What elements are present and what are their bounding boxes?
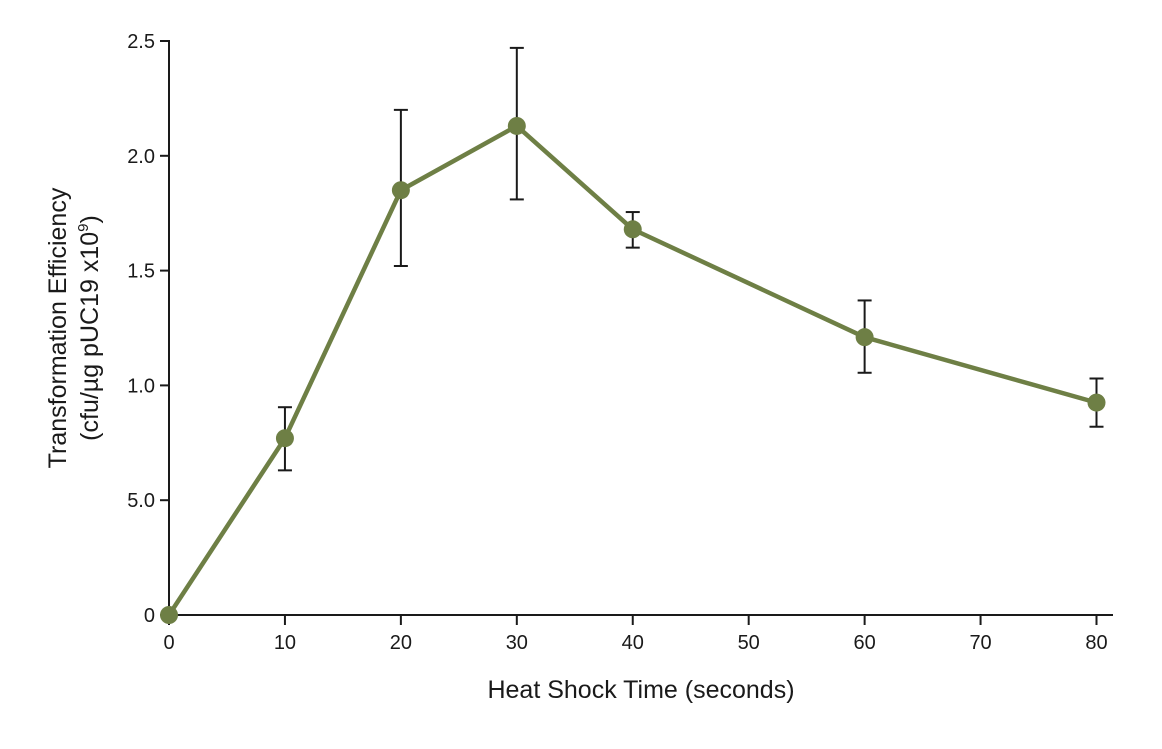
y-tick-label: 5.0	[127, 490, 155, 512]
y-axis-title: Transformation Efficiency (cfu/µg pUC19 …	[44, 187, 104, 468]
y-tick-label: 0	[144, 605, 155, 627]
series	[160, 116, 1106, 624]
data-point	[160, 606, 178, 624]
axis-titles: Heat Shock Time (seconds) Transformation…	[44, 187, 795, 704]
axes	[168, 40, 1113, 616]
data-point	[275, 429, 294, 448]
x-tick-label: 20	[390, 632, 412, 654]
data-point	[1087, 393, 1106, 412]
x-tick-label: 70	[969, 632, 991, 654]
error-bars	[277, 46, 1104, 472]
data-point	[623, 220, 642, 239]
y-axis-title-exponent: 9	[75, 224, 92, 232]
x-tick-label: 30	[506, 632, 528, 654]
data-point	[507, 116, 526, 135]
y-tick-label: 2.5	[127, 31, 155, 53]
x-tick-label: 60	[854, 632, 876, 654]
x-tick-label: 50	[738, 632, 760, 654]
x-tick-label: 40	[622, 632, 644, 654]
y-axis-title-line-1: Transformation Efficiency	[44, 187, 72, 468]
data-point	[391, 181, 410, 200]
y-axis-title-unit: (cfu/µg pUC19 x10	[76, 232, 104, 441]
y-axis-title-line-2: (cfu/µg pUC19 x109)	[75, 215, 104, 441]
x-tick-label: 0	[163, 632, 174, 654]
series-line	[166, 123, 1099, 618]
y-tick-label: 1.0	[127, 375, 155, 397]
y-axis-title-close: )	[76, 215, 104, 223]
x-tick-label: 80	[1085, 632, 1107, 654]
x-axis-title: Heat Shock Time (seconds)	[487, 676, 794, 704]
data-point	[855, 328, 874, 347]
ticks: 0 5.0 1.0 1.5 2.0 2.5 0 10 20 30 40 50 60 70 80	[127, 31, 1107, 654]
y-tick-label: 1.5	[127, 261, 155, 283]
y-tick-label: 2.0	[127, 146, 155, 168]
x-tick-label: 10	[274, 632, 296, 654]
